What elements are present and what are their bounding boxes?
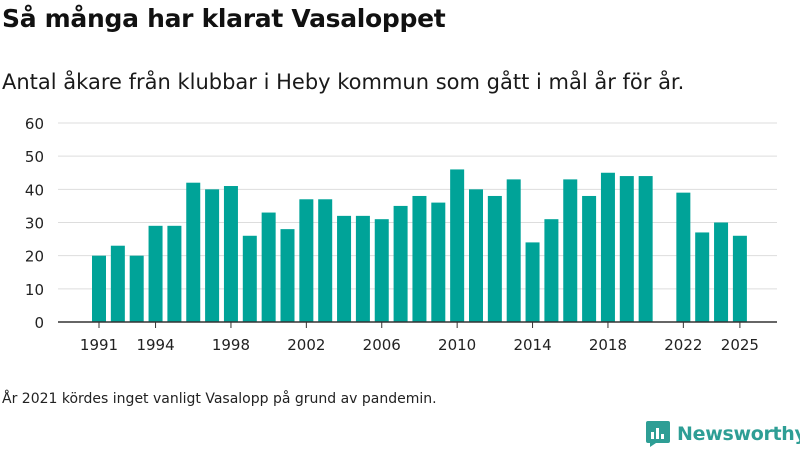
bar-2015[interactable]: [544, 219, 559, 322]
newsworthy-logo-icon: [646, 421, 670, 447]
bar-2022[interactable]: [676, 192, 691, 322]
bar-1999[interactable]: [242, 235, 257, 322]
bar-2000[interactable]: [261, 212, 276, 322]
bar-2001[interactable]: [280, 229, 295, 322]
y-tick-label: 50: [25, 148, 44, 166]
bar-1994[interactable]: [148, 225, 163, 322]
bar-1996[interactable]: [186, 182, 201, 322]
chart-title: Så många har klarat Vasaloppet: [2, 4, 446, 33]
x-tick-label: 1994: [136, 336, 174, 354]
bar-2018[interactable]: [600, 172, 615, 322]
bar-2009[interactable]: [431, 202, 446, 322]
bar-2025[interactable]: [732, 235, 747, 322]
bar-2014[interactable]: [525, 242, 540, 322]
bar-2016[interactable]: [563, 179, 578, 322]
bar-2003[interactable]: [318, 199, 333, 322]
brand-name: Newsworthy: [677, 423, 800, 445]
bar-2017[interactable]: [582, 195, 597, 322]
x-tick-label: 2018: [589, 336, 627, 354]
y-tick-label: 20: [25, 248, 44, 266]
bar-1993[interactable]: [129, 255, 144, 322]
chart-subtitle: Antal åkare från klubbar i Heby kommun s…: [2, 70, 685, 94]
bar-2008[interactable]: [412, 195, 427, 322]
y-tick-label: 30: [25, 215, 44, 233]
y-tick-label: 0: [34, 314, 44, 332]
brand-logo[interactable]: Newsworthy: [645, 419, 800, 449]
bar-1998[interactable]: [223, 186, 238, 322]
bar-2002[interactable]: [299, 199, 314, 322]
x-tick-label: 1991: [80, 336, 118, 354]
bar-2012[interactable]: [487, 195, 502, 322]
bar-2004[interactable]: [337, 215, 352, 322]
footnote: År 2021 kördes inget vanligt Vasalopp på…: [2, 391, 437, 407]
x-tick-label: 2025: [721, 336, 759, 354]
bar-2013[interactable]: [506, 179, 521, 322]
bar-2020[interactable]: [638, 176, 653, 322]
x-tick-label: 2002: [287, 336, 325, 354]
x-tick-label: 2006: [363, 336, 401, 354]
bar-1991[interactable]: [92, 255, 106, 322]
bar-2007[interactable]: [393, 205, 408, 322]
bar-2023[interactable]: [695, 232, 710, 322]
bar-1995[interactable]: [167, 225, 182, 322]
bar-1992[interactable]: [110, 245, 125, 322]
bar-1997[interactable]: [205, 189, 220, 322]
y-tick-label: 60: [25, 115, 44, 133]
x-tick-label: 2022: [664, 336, 702, 354]
bar-2024[interactable]: [714, 222, 729, 323]
bar-2019[interactable]: [619, 176, 634, 322]
x-tick-label: 2010: [438, 336, 476, 354]
bar-2006[interactable]: [374, 219, 389, 322]
bar-2011[interactable]: [469, 189, 483, 322]
bar-2010[interactable]: [450, 169, 465, 322]
bar-2005[interactable]: [355, 215, 370, 322]
x-tick-label: 1998: [212, 336, 250, 354]
y-tick-label: 10: [25, 281, 44, 299]
x-tick-label: 2014: [513, 336, 551, 354]
y-tick-label: 40: [25, 181, 44, 199]
